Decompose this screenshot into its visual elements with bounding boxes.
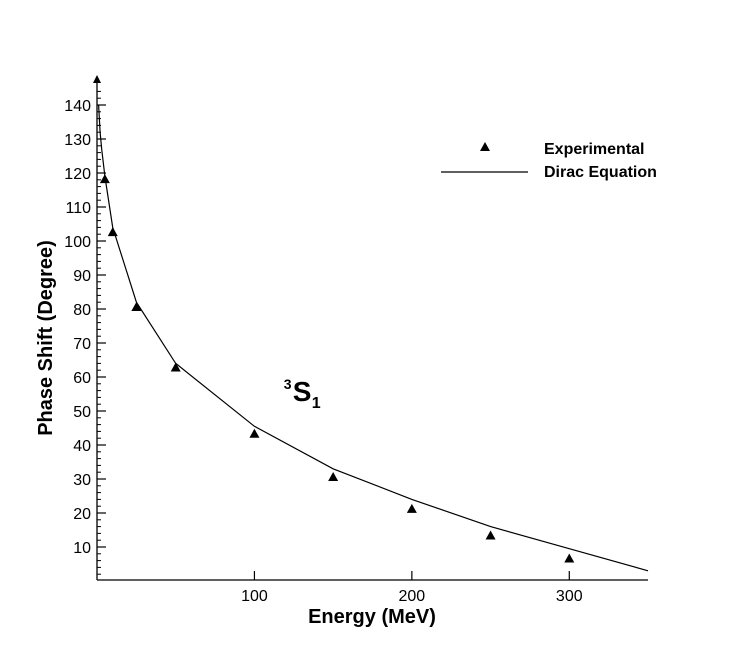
y-tick-label: 80 — [73, 302, 91, 319]
data-point-experimental — [107, 227, 118, 237]
data-point-experimental — [170, 362, 181, 372]
legend-marker-experimental — [480, 142, 490, 151]
y-tick-label: 10 — [73, 540, 91, 557]
legend-label-dirac-equation: Dirac Equation — [544, 164, 657, 181]
y-tick-label: 100 — [64, 234, 91, 251]
y-tick-label: 130 — [64, 132, 91, 149]
series-points-experimental — [99, 174, 575, 563]
data-point-experimental — [131, 301, 142, 311]
state-annotation: 3 S 1 — [284, 376, 321, 412]
legend-label-experimental: Experimental — [544, 141, 644, 158]
y-tick-label: 90 — [73, 268, 91, 285]
y-tick-label: 140 — [64, 98, 91, 115]
y-tick-label: 60 — [73, 370, 91, 387]
annotation-main: S — [293, 376, 312, 407]
x-tick-label: 100 — [241, 588, 268, 605]
y-tick-label: 110 — [65, 200, 91, 217]
y-tick-label: 40 — [73, 438, 91, 455]
y-axis-arrow — [93, 75, 101, 83]
y-tick-label: 120 — [64, 166, 91, 183]
x-tick-labels: 100 200 300 — [241, 588, 583, 605]
x-tick-label: 300 — [556, 588, 583, 605]
y-tick-label: 20 — [73, 506, 91, 523]
y-axis-minor-ticks — [97, 90, 101, 575]
y-tick-labels: 10 20 30 40 50 60 70 80 90 100 110 120 130 140 — [64, 98, 91, 557]
annotation-superscript: 3 — [284, 376, 292, 392]
y-axis-title: Phase Shift (Degree) — [35, 240, 57, 436]
axis-major-ticks — [97, 104, 570, 580]
data-point-experimental — [485, 530, 496, 540]
y-tick-label: 70 — [73, 336, 91, 353]
annotation-subscript: 1 — [312, 395, 321, 412]
x-tick-label: 200 — [399, 588, 426, 605]
data-point-experimental — [249, 428, 260, 438]
y-tick-label: 30 — [73, 472, 91, 489]
data-point-experimental — [328, 471, 339, 481]
legend: Experimental Dirac Equation — [441, 141, 657, 181]
data-point-experimental — [99, 174, 110, 184]
y-tick-label: 50 — [73, 404, 91, 421]
data-point-experimental — [564, 553, 575, 563]
x-axis-title: Energy (MeV) — [308, 606, 436, 628]
data-point-experimental — [406, 503, 417, 513]
